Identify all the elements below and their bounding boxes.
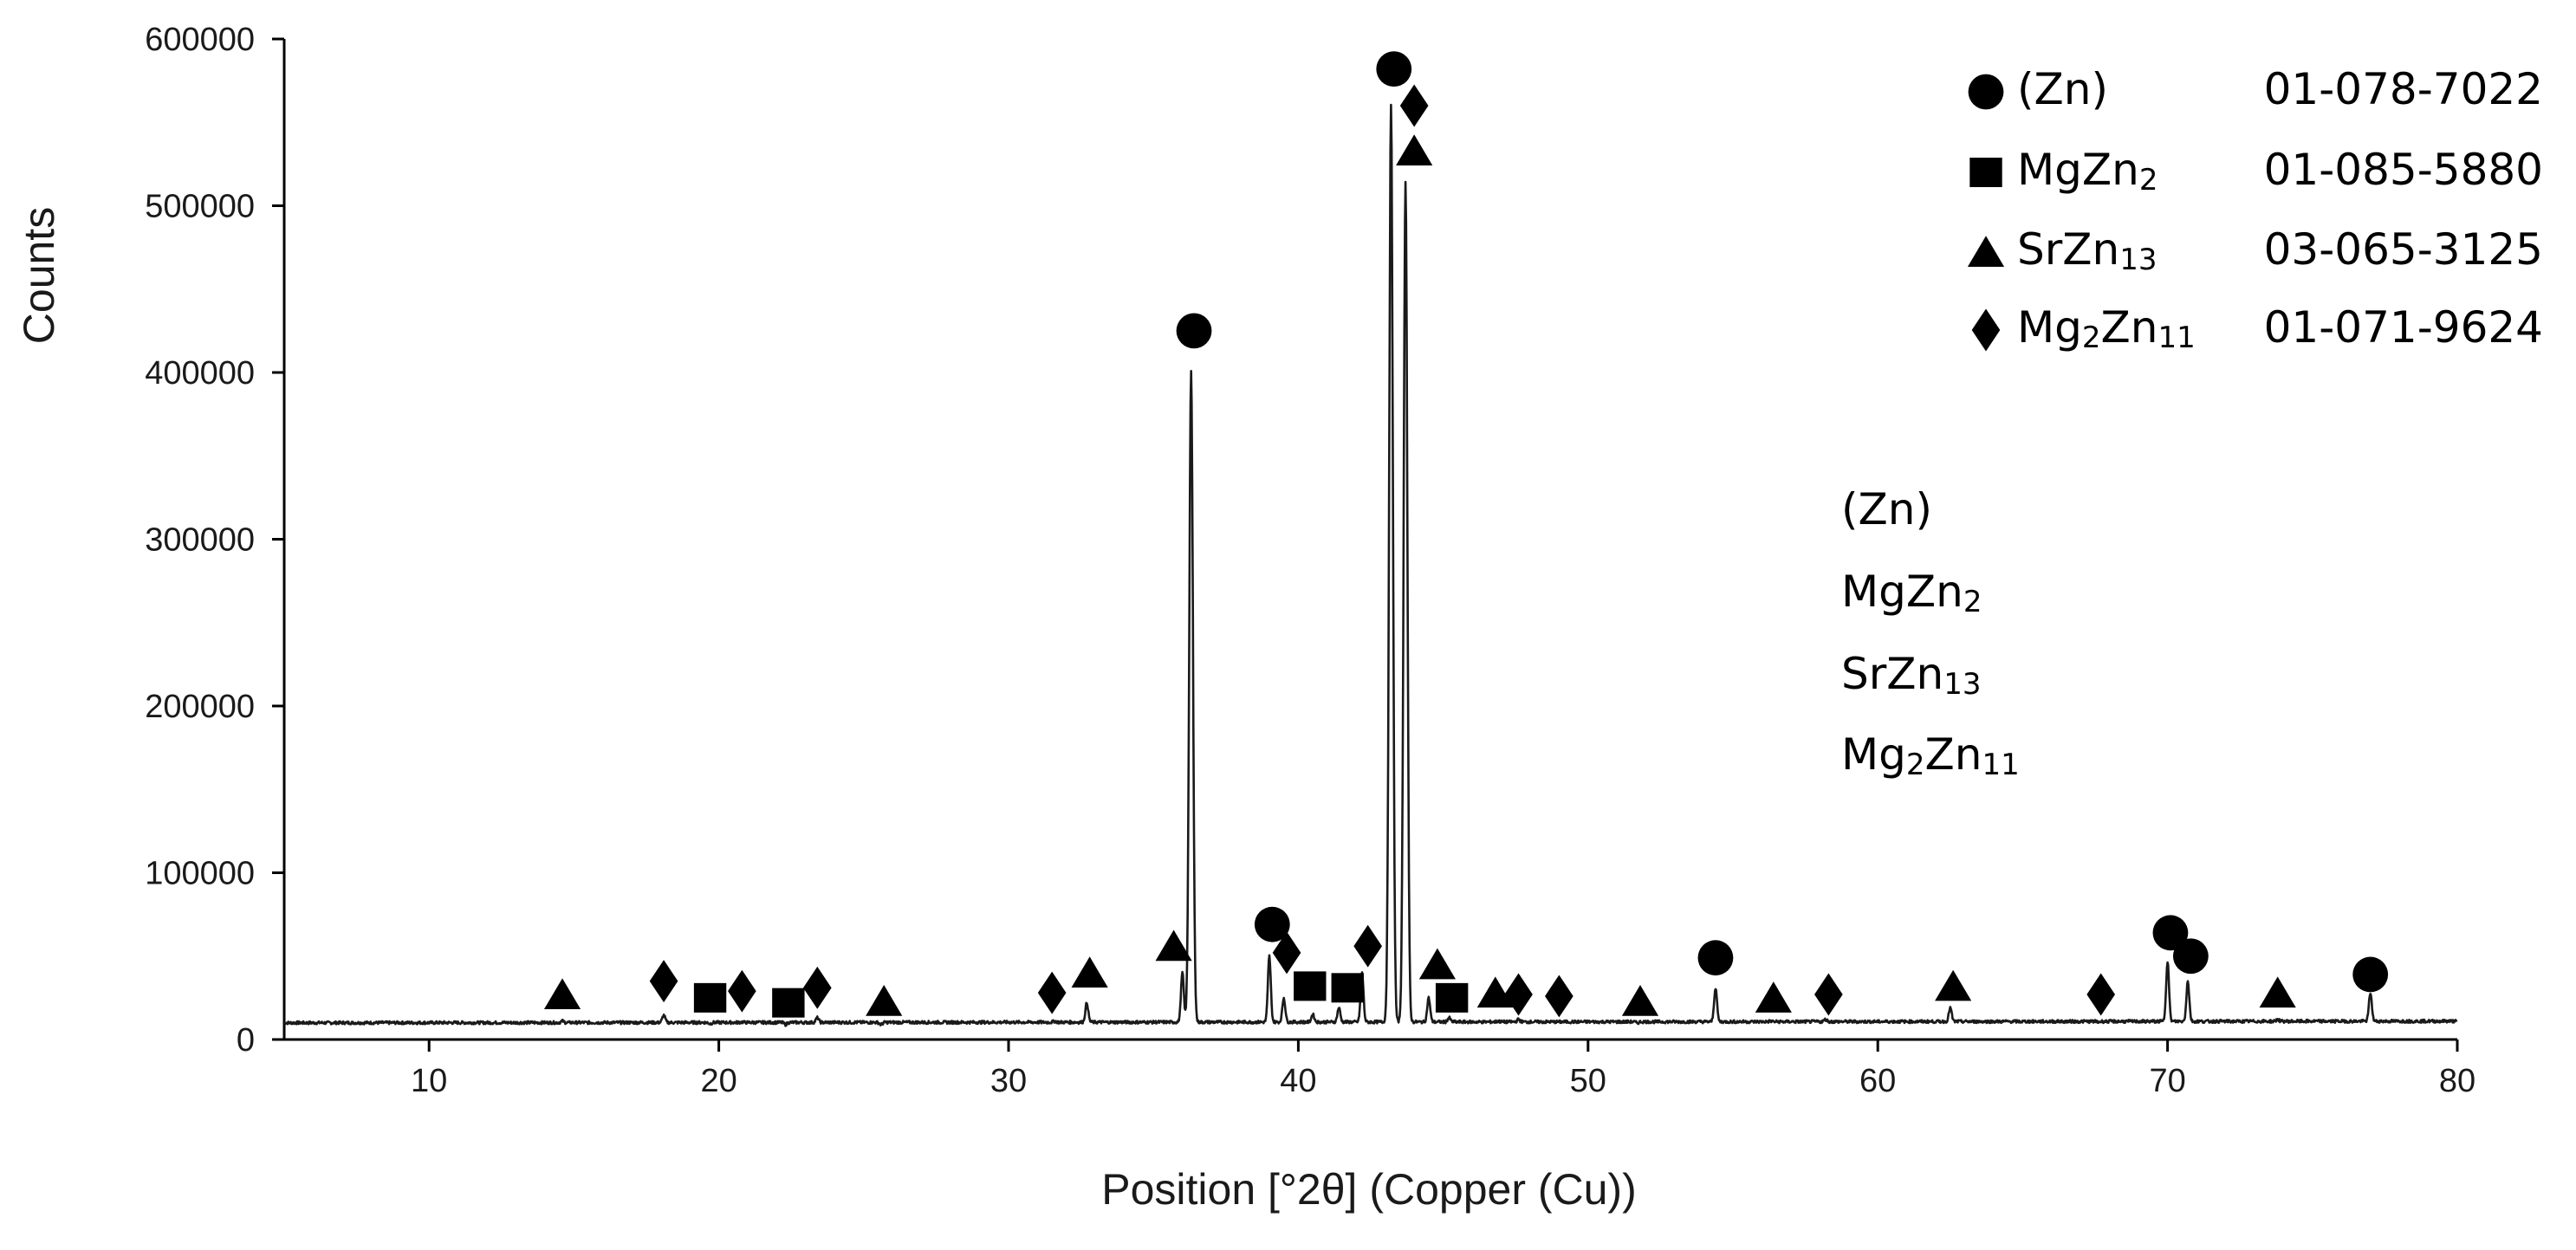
axis-ticks: 10 20 30 40 50 60 70 80 0 100000 200000 300000 40000… xyxy=(145,22,2475,1099)
srzn13-peak-marker xyxy=(866,985,903,1016)
zn-phase-label: (Zn) xyxy=(1841,484,1932,534)
srzn13-phase-label: SrZn13 xyxy=(1841,649,1982,702)
peak-markers xyxy=(543,51,2389,1018)
mg2zn11-peak-marker xyxy=(1037,971,1067,1014)
legend: (Zn) 01-078-7022 MgZn2 01-085-5880 SrZn13 03-… xyxy=(1967,64,2543,355)
zn-peak-marker xyxy=(1254,906,1290,942)
zn-peak-marker xyxy=(2352,956,2389,993)
mg2zn11-legend-card: 01-071-9624 xyxy=(2264,302,2543,353)
zn-peak-marker xyxy=(1697,940,1734,976)
zn-peak-marker xyxy=(2152,915,2189,951)
mg2zn11-peak-marker xyxy=(1545,975,1574,1018)
mg2zn11-phase-label: Mg2Zn11 xyxy=(1841,729,2020,782)
y-tick-label: 600000 xyxy=(145,22,255,58)
mg2zn11-legend-label: Mg2Zn11 xyxy=(2017,302,2196,355)
y-tick-label: 500000 xyxy=(145,189,255,225)
mg2zn11-peak-marker xyxy=(1272,931,1301,975)
zn-peak-marker xyxy=(2172,938,2209,975)
y-tick-label: 0 xyxy=(237,1022,255,1059)
mg2zn11-peak-marker xyxy=(728,969,756,1013)
srzn13-peak-marker xyxy=(1396,134,1433,165)
zn-peak-marker xyxy=(1376,51,1412,87)
x-tick-label: 10 xyxy=(411,1063,447,1099)
zn-legend-label: (Zn) xyxy=(2017,64,2108,114)
zn-legend-marker xyxy=(1968,74,2004,110)
mgzn2-legend-label: MgZn2 xyxy=(2017,145,2157,198)
mgzn2-peak-marker xyxy=(1435,982,1469,1013)
srzn13-peak-marker xyxy=(2259,976,2296,1008)
srzn13-legend-label: SrZn13 xyxy=(2017,224,2157,277)
srzn13-peak-marker xyxy=(1155,929,1192,962)
srzn13-peak-marker xyxy=(1418,948,1456,980)
y-axis-title: Counts xyxy=(15,207,63,344)
zn-peak-marker xyxy=(1176,313,1212,349)
x-tick-label: 60 xyxy=(1859,1063,1896,1099)
x-axis-title: Position [°2θ] (Copper (Cu)) xyxy=(1101,1165,1636,1214)
mgzn2-phase-label: MgZn2 xyxy=(1841,567,1982,619)
srzn13-legend-card: 03-065-3125 xyxy=(2264,224,2543,275)
zn-legend-card: 01-078-7022 xyxy=(2264,64,2543,114)
mgzn2-peak-marker xyxy=(1331,973,1364,1003)
mgzn2-peak-marker xyxy=(693,982,727,1013)
mg2zn11-peak-marker xyxy=(1504,973,1533,1016)
y-tick-label: 100000 xyxy=(145,856,255,892)
mg2zn11-legend-marker xyxy=(1971,308,2001,352)
mg2zn11-peak-marker xyxy=(1353,924,1382,968)
x-tick-label: 80 xyxy=(2439,1063,2475,1099)
srzn13-peak-marker xyxy=(1476,976,1514,1008)
mgzn2-peak-marker xyxy=(1294,971,1327,1001)
phase-list: (Zn) MgZn2 SrZn13 Mg2Zn11 xyxy=(1841,484,2020,782)
mg2zn11-peak-marker xyxy=(2086,973,2116,1016)
srzn13-peak-marker xyxy=(543,978,581,1010)
mgzn2-peak-marker xyxy=(772,988,805,1018)
mg2zn11-peak-marker xyxy=(802,966,832,1009)
x-tick-label: 30 xyxy=(990,1063,1027,1099)
mg2zn11-peak-marker xyxy=(1399,84,1429,127)
srzn13-peak-marker xyxy=(1935,969,1972,1001)
mg2zn11-peak-marker xyxy=(649,960,678,1003)
x-tick-label: 50 xyxy=(1570,1063,1606,1099)
x-tick-label: 70 xyxy=(2149,1063,2185,1099)
srzn13-legend-marker xyxy=(1967,236,2005,267)
srzn13-peak-marker xyxy=(1071,956,1108,988)
x-tick-label: 20 xyxy=(700,1063,736,1099)
diffraction-pattern-line xyxy=(283,103,2458,1027)
srzn13-peak-marker xyxy=(1621,985,1659,1016)
mg2zn11-peak-marker xyxy=(1814,973,1843,1016)
x-tick-label: 40 xyxy=(1280,1063,1316,1099)
srzn13-peak-marker xyxy=(1755,981,1792,1013)
y-tick-label: 200000 xyxy=(145,689,255,725)
mgzn2-legend-marker xyxy=(1969,158,2002,187)
mgzn2-legend-card: 01-085-5880 xyxy=(2264,145,2543,195)
y-tick-label: 400000 xyxy=(145,355,255,392)
y-tick-label: 300000 xyxy=(145,522,255,559)
